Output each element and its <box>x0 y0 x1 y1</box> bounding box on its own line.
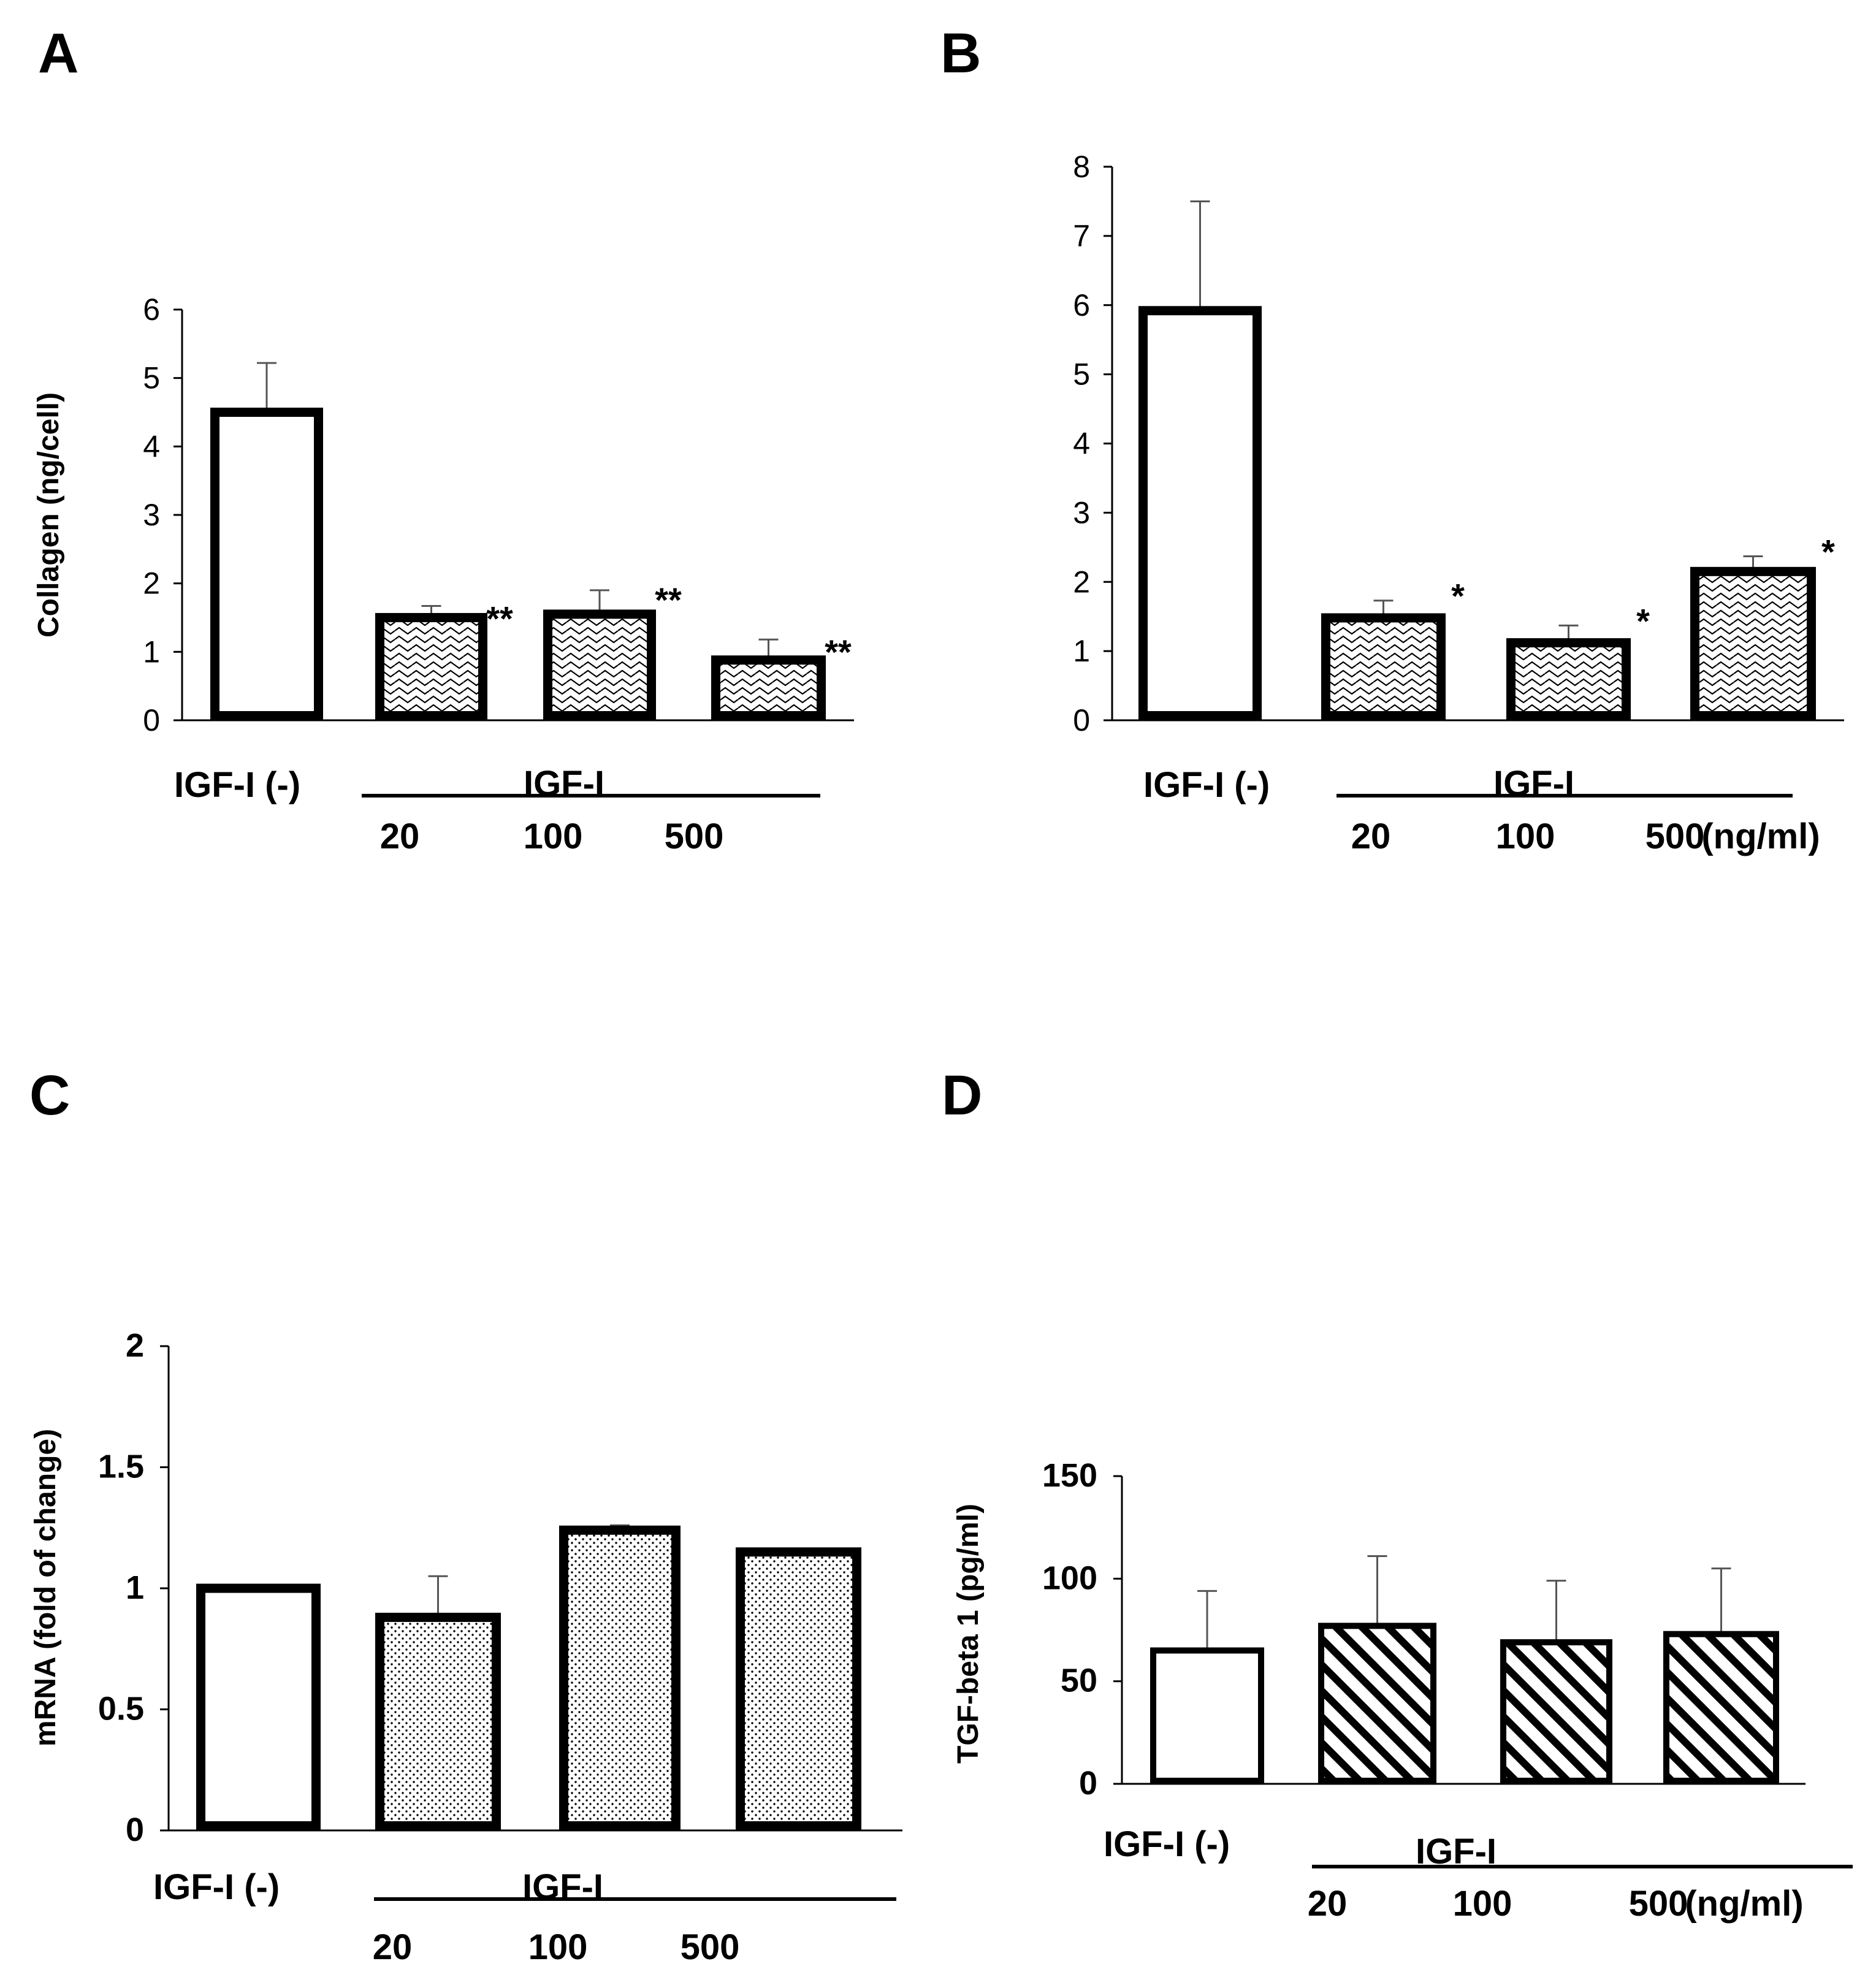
panel-letter-d: D <box>942 1064 982 1127</box>
group-label: IGF-I <box>1493 764 1574 804</box>
y-tick-label: 0 <box>143 703 160 737</box>
bar-dose-20 <box>1321 613 1446 720</box>
panel-letter-b: B <box>940 22 981 85</box>
control-label: IGF-I (-) <box>153 1867 280 1907</box>
dose-label: 20 <box>1308 1884 1348 1924</box>
significance-mark: ** <box>655 581 682 619</box>
bar-dose-500 <box>736 1547 861 1830</box>
panel-b: B 0 1 2 3 4 5 6 7 8 * * * IGF-I (-) IGF-I 20 100 500(ng/… <box>940 22 1844 856</box>
y-tick-label: 3 <box>1073 495 1090 530</box>
plot-b: 0 1 2 3 4 5 6 7 8 * * * IGF-I (-) IGF-I 20 100 500(ng/ml… <box>1073 150 1844 856</box>
dose-label: 500 <box>1645 817 1705 856</box>
dose-label: 500 <box>665 817 724 856</box>
dose-label: 100 <box>1496 817 1555 856</box>
bar-dose-100 <box>1506 638 1631 720</box>
y-tick-label: 2 <box>126 1327 144 1364</box>
y-tick-label: 4 <box>143 429 160 463</box>
y-axis-label: mRNA (fold of change) <box>29 1429 62 1746</box>
y-tick-label: 1 <box>126 1569 144 1606</box>
plot-d: 0 50 100 150 TGF-beta 1 (pg/ml) IGF-I (-) IGF-… <box>952 1457 1853 1924</box>
bar-dose-500 <box>1690 566 1816 720</box>
y-tick-label: 1.5 <box>98 1449 144 1485</box>
units-label: (ng/ml) <box>1685 1884 1803 1924</box>
bar-dose-500 <box>711 655 826 720</box>
units-label: (ng/ml) <box>1701 817 1820 856</box>
y-tick-label: 0 <box>1079 1765 1097 1802</box>
dose-label: 20 <box>1351 817 1391 856</box>
y-tick-label: 0 <box>1073 703 1090 737</box>
panel-letter-a: A <box>38 22 78 85</box>
plot-c: 0 0.5 1 1.5 2 mRNA (fold of change) IGF-I (-) I… <box>29 1327 902 1967</box>
y-tick-label: 5 <box>1073 357 1090 392</box>
bar-dose-100 <box>543 609 656 721</box>
y-tick-label: 100 <box>1042 1559 1097 1596</box>
y-tick-label: 2 <box>1073 565 1090 599</box>
plot-a: 0 1 2 3 4 5 6 Collagen (ng/cell) ** ** ** IGF-I (-)… <box>32 292 854 856</box>
y-tick-label: 1 <box>143 634 160 669</box>
panel-a: A 0 1 2 3 4 5 6 Collagen (ng/cell) ** ** ** IGF-I (… <box>32 22 854 856</box>
y-tick-label: 6 <box>143 292 160 327</box>
dose-label: 20 <box>380 817 420 856</box>
y-tick-label: 150 <box>1042 1457 1097 1494</box>
bar-dose-100 <box>559 1525 681 1830</box>
control-label: IGF-I (-) <box>1143 765 1270 805</box>
control-label: IGF-I (-) <box>174 765 300 805</box>
y-tick-label: 8 <box>1073 150 1090 184</box>
y-axis-label: TGF-beta 1 (pg/ml) <box>952 1504 985 1764</box>
bar-dose-20 <box>1318 1623 1436 1784</box>
y-tick-label: 1 <box>1073 634 1090 668</box>
control-label: IGF-I (-) <box>1104 1824 1230 1864</box>
y-axis-label: Collagen (ng/cell) <box>32 392 65 638</box>
dose-label: 100 <box>528 1927 588 1967</box>
significance-mark: ** <box>825 633 852 671</box>
dose-label: 20 <box>373 1927 413 1967</box>
bar-control <box>210 408 323 720</box>
bar-control <box>1138 306 1262 720</box>
group-label: IGF-I <box>1416 1832 1497 1871</box>
y-tick-label: 6 <box>1073 288 1090 322</box>
bar-dose-20 <box>375 1612 501 1830</box>
dose-label: 100 <box>524 817 583 856</box>
panel-c: C 0 0.5 1 1.5 2 mRNA (fold of change) IGF-I (-… <box>29 1064 902 1967</box>
panel-d: D 0 50 100 150 TGF-beta 1 (pg/ml) IGF-I (-) IG… <box>942 1064 1853 1924</box>
bar-control <box>1150 1647 1264 1784</box>
significance-mark: * <box>1636 601 1650 640</box>
y-tick-label: 0.5 <box>98 1691 144 1727</box>
y-tick-label: 5 <box>143 361 160 395</box>
y-tick-label: 4 <box>1073 427 1090 461</box>
dose-label: 100 <box>1453 1884 1512 1924</box>
panel-letter-c: C <box>29 1064 70 1127</box>
dose-label: 500 <box>681 1927 740 1967</box>
group-label: IGF-I <box>522 1867 603 1907</box>
significance-mark: ** <box>486 600 513 638</box>
y-tick-label: 3 <box>143 498 160 532</box>
significance-mark: * <box>1821 532 1835 571</box>
bar-dose-20 <box>375 613 487 720</box>
y-tick-label: 2 <box>143 566 160 601</box>
y-tick-label: 50 <box>1061 1662 1097 1699</box>
bar-control <box>196 1583 321 1830</box>
significance-mark: * <box>1451 577 1465 615</box>
dose-label: 500 <box>1629 1884 1688 1924</box>
bar-dose-500 <box>1663 1631 1779 1784</box>
bar-dose-100 <box>1500 1639 1612 1784</box>
y-tick-label: 0 <box>126 1811 144 1848</box>
y-tick-label: 7 <box>1073 219 1090 253</box>
group-label: IGF-I <box>524 764 604 804</box>
